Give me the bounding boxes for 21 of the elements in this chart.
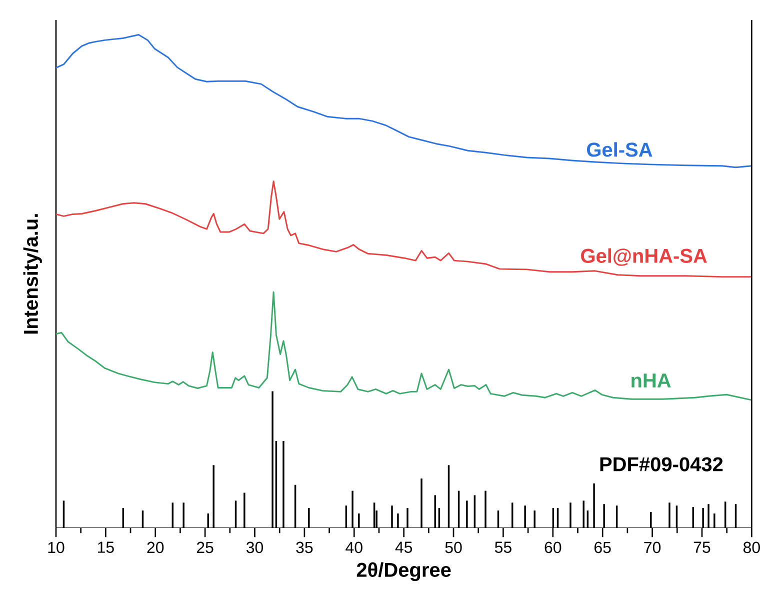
series-label: Gel-SA: [586, 142, 652, 157]
x-tick-label: 65: [594, 542, 611, 554]
x-tick-label: 25: [196, 542, 214, 554]
x-tick-label: 70: [644, 542, 661, 554]
x-tick-label: 40: [346, 542, 362, 554]
x-tick-label: 15: [98, 542, 114, 554]
x-tick-label: 35: [296, 542, 313, 554]
x-axis-title: 2θ/Degree: [356, 562, 451, 582]
y-axis-title: Intensity/a.u.: [23, 214, 42, 334]
series-label: nHA: [632, 374, 671, 388]
x-tick-label: 20: [147, 542, 164, 554]
x-tick-label: 30: [246, 542, 264, 554]
x-tick-label: 75: [694, 542, 710, 554]
x-tick-label: 50: [445, 542, 462, 554]
x-tick-label: 60: [544, 542, 562, 554]
series-label: Gel@nHA-SA: [581, 248, 707, 266]
series-label: PDF#09-0432: [600, 457, 723, 472]
x-tick-label: 55: [494, 542, 512, 554]
x-tick-label: 45: [395, 542, 412, 554]
x-tick-label: 80: [743, 542, 760, 554]
x-tick-label: 10: [48, 542, 64, 554]
